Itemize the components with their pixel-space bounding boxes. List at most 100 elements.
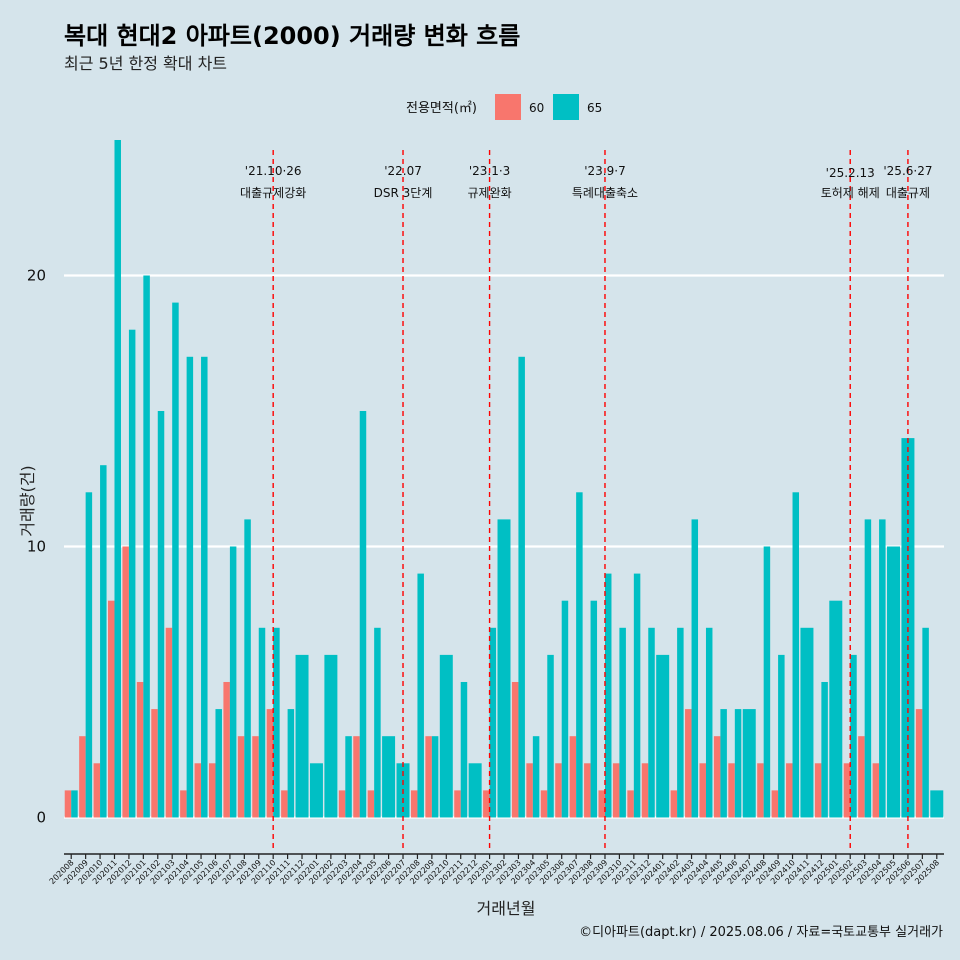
annotation-date: '23.1·3 (469, 164, 510, 178)
bar-65-202312 (648, 627, 655, 818)
annotation-date: '25.6·27 (883, 164, 932, 178)
bar-65-202309 (604, 573, 612, 818)
legend-swatch-60 (495, 94, 521, 120)
bar-60-202405 (713, 736, 721, 818)
bar-65-202304 (532, 736, 540, 818)
bar-65-202405 (720, 709, 727, 818)
annotation-label: DSR 3단계 (374, 186, 433, 200)
bar-65-202104 (186, 356, 194, 818)
bar-60-202403 (685, 709, 692, 818)
bar-65-202302 (497, 519, 511, 818)
legend: 전용면적(㎡) 60 65 (406, 94, 602, 120)
bar-65-202112 (295, 654, 309, 818)
bar-60-202311 (627, 790, 634, 818)
bar-65-202110 (273, 627, 280, 818)
y-tick-label: 10 (27, 537, 46, 555)
bar-60-202303 (511, 681, 519, 818)
bar-65-202501 (829, 600, 843, 818)
bar-60-202204 (353, 736, 360, 818)
bar-65-202404 (705, 627, 713, 818)
bar-65-202507 (922, 627, 929, 818)
bar-65-202402 (677, 627, 684, 818)
chart-title: 복대 현대2 아파트(2000) 거래량 변화 흐름 (64, 22, 520, 50)
annotation-label: 토허제 해제 (821, 186, 880, 200)
annotations: '21.10·26 대출규제강화 '22.07 DSR 3단계 '23.1·3 규제완화 '… (240, 164, 932, 200)
bar-65-202008 (71, 790, 78, 818)
bar-65-202205 (374, 627, 381, 818)
bar-65-202408 (763, 546, 771, 818)
bar-65-202407 (742, 709, 756, 818)
bar-65-202210 (439, 654, 453, 818)
bar-65-202209 (431, 736, 439, 818)
annotation-date: '23.9·7 (584, 164, 625, 178)
legend-title: 전용면적(㎡) (406, 101, 477, 116)
bar-65-202311 (633, 573, 641, 818)
bar-60-202409 (771, 790, 779, 818)
bar-60-202307 (569, 736, 577, 818)
bar-65-202103 (172, 302, 179, 818)
bar-60-202305 (540, 790, 548, 818)
bar-65-202505 (887, 546, 900, 818)
bar-65-202106 (215, 709, 222, 818)
bar-60-202308 (584, 763, 591, 818)
annotation-label: 대출규제 (886, 186, 930, 200)
bar-60-202111 (281, 790, 288, 818)
bar-60-202104 (180, 790, 187, 818)
bar-65-202208 (417, 573, 424, 818)
bar-65-202412 (821, 681, 828, 818)
bar-60-202012 (122, 546, 129, 818)
bar-65-202502 (850, 654, 857, 818)
y-tick-label: 0 (36, 808, 46, 826)
bar-60-202109 (252, 736, 259, 818)
bar-60-202402 (670, 790, 678, 818)
bar-60-202102 (151, 709, 158, 818)
x-axis-title: 거래년월 (477, 899, 536, 918)
bar-65-202203 (345, 736, 352, 818)
bar-60-202304 (526, 763, 533, 818)
bar-60-202010 (93, 763, 101, 818)
bar-60-202106 (208, 763, 216, 818)
bar-60-202107 (223, 681, 230, 818)
bar-60-202208 (410, 790, 418, 818)
bar-60-202503 (858, 736, 865, 818)
bar-60-202406 (728, 763, 735, 818)
bar-60-202412 (814, 763, 822, 818)
bar-60-202301 (483, 790, 490, 818)
bar-65-202212 (468, 763, 482, 818)
bar-65-202303 (518, 356, 525, 818)
bar-65-202108 (244, 519, 251, 818)
bars (64, 140, 944, 818)
bar-65-202406 (734, 709, 742, 818)
chart-subtitle: 최근 5년 한정 확대 차트 (64, 54, 227, 73)
legend-swatch-65 (553, 94, 579, 120)
bar-65-202503 (864, 519, 872, 818)
bar-65-202211 (460, 681, 468, 818)
bar-60-202105 (194, 763, 202, 818)
bar-65-202403 (691, 519, 699, 818)
y-axis-title: 거래량(건) (18, 465, 37, 536)
annotation-date: '22.07 (384, 164, 422, 178)
bar-65-202307 (576, 492, 583, 818)
bar-65-202009 (85, 492, 93, 818)
bar-60-202203 (338, 790, 346, 818)
bar-65-202411 (800, 627, 814, 818)
bar-65-202508 (930, 790, 944, 818)
bar-60-202205 (367, 790, 375, 818)
bar-60-202011 (108, 600, 115, 818)
bar-65-202410 (792, 492, 800, 818)
y-axis: 0 10 20 (27, 266, 46, 826)
bar-65-202401 (656, 654, 670, 818)
bar-60-202507 (915, 709, 923, 818)
bar-60-202209 (425, 736, 432, 818)
bar-65-202111 (287, 709, 295, 818)
caption: ©디아파트(dapt.kr) / 2025.08.06 / 자료=국토교통부 실… (579, 925, 943, 940)
y-tick-label: 20 (27, 266, 46, 284)
bar-65-202107 (229, 546, 237, 818)
bar-60-202504 (872, 763, 880, 818)
bar-60-202309 (598, 790, 605, 818)
bar-65-202310 (619, 627, 626, 818)
annotation-label: 특례대출축소 (572, 186, 638, 200)
bar-65-202306 (561, 600, 569, 818)
bar-65-202105 (201, 356, 208, 818)
